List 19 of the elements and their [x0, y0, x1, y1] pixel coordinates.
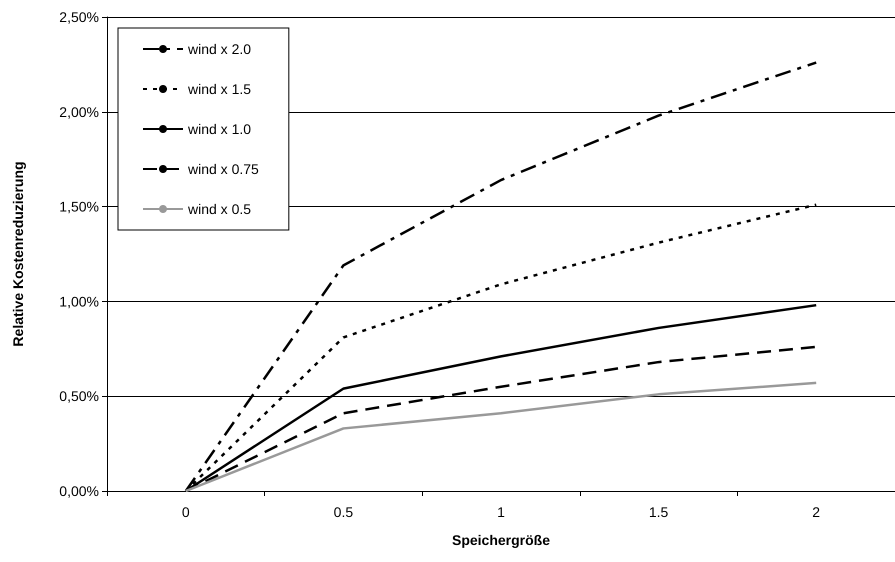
- x-axis-title: Speichergröße: [452, 532, 550, 548]
- legend-label: wind x 1.0: [187, 121, 252, 137]
- line-series: [184, 382, 818, 492]
- y-tick-label: 2,50%: [59, 9, 99, 25]
- y-tick-label: 2,00%: [59, 104, 99, 120]
- y-tick-label: 0,00%: [59, 483, 99, 499]
- legend-label: wind x 0.75: [187, 161, 260, 177]
- y-tick-label: 1,50%: [59, 198, 99, 215]
- legend-label: wind x 2.0: [187, 41, 252, 57]
- legend-label: wind x 1.5: [187, 81, 252, 97]
- y-tick-label: 0,50%: [59, 388, 99, 404]
- legend-label: wind x 0.5: [187, 201, 252, 217]
- x-tick-label: 0: [182, 504, 190, 520]
- x-tick-label: 1.5: [648, 504, 669, 520]
- x-tick-label: 1: [497, 504, 506, 520]
- y-tick-label: 1,00%: [59, 293, 99, 310]
- x-tick-label: 0.5: [334, 504, 354, 520]
- x-tick-label: 2: [812, 504, 820, 520]
- y-axis-title: Relative Kostenreduzierung: [10, 161, 26, 347]
